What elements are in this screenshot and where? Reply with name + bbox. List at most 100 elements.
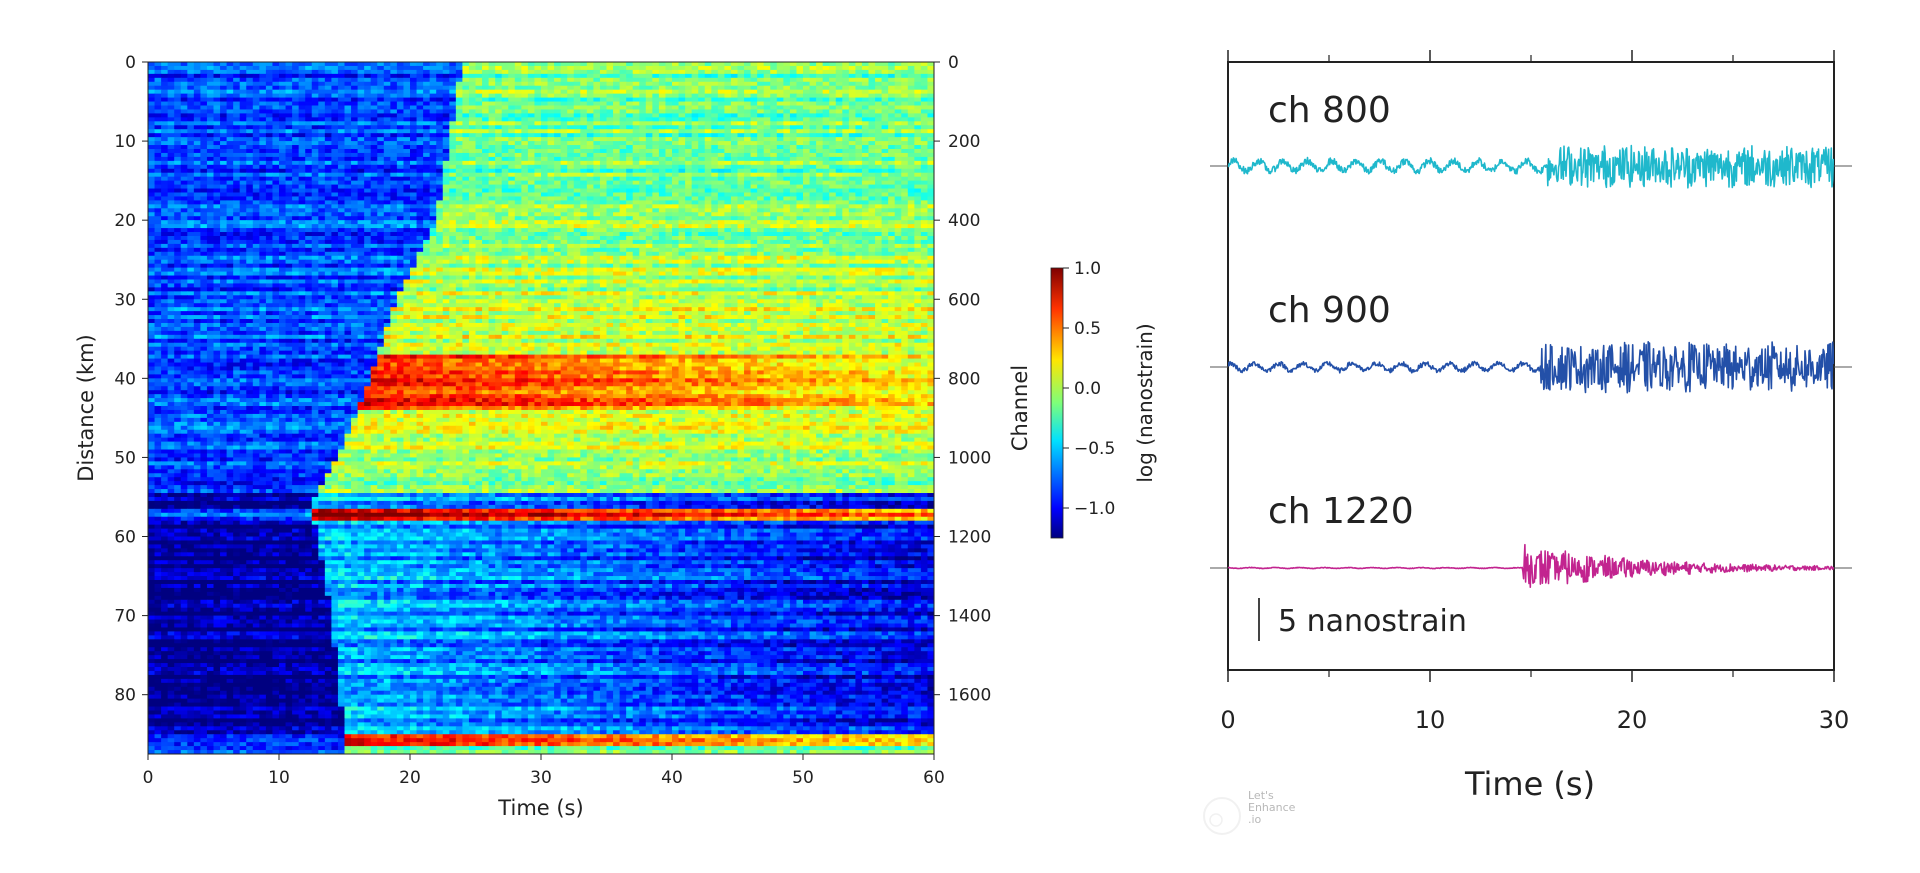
heatmap-cell [338, 141, 345, 146]
heatmap-cell [908, 212, 915, 217]
heatmap-cell [292, 137, 299, 142]
heatmap-cell [449, 137, 456, 142]
heatmap-cell [456, 161, 463, 166]
heatmap-cell [266, 204, 273, 209]
heatmap-cell [305, 66, 312, 71]
heatmap-cell [548, 98, 555, 103]
heatmap-cell [875, 78, 882, 83]
heatmap-cell [253, 149, 260, 154]
heatmap-cell [757, 113, 764, 118]
heatmap-cell [528, 196, 535, 201]
heatmap-cell [266, 70, 273, 75]
heatmap-cell [796, 173, 803, 178]
heatmap-cell [351, 113, 358, 118]
heatmap-cell [449, 78, 456, 83]
heatmap-cell [502, 82, 509, 87]
heatmap-cell [796, 121, 803, 126]
heatmap-cell [397, 196, 404, 201]
heatmap-cell [299, 62, 306, 67]
heatmap-cell [783, 66, 790, 71]
heatmap-cell [626, 157, 633, 162]
heatmap-cell [246, 212, 253, 217]
heatmap-cell [724, 212, 731, 217]
heatmap-cell [508, 181, 515, 186]
heatmap-cell [633, 216, 640, 221]
heatmap-cell [299, 109, 306, 114]
heatmap-cell [528, 189, 535, 194]
heatmap-cell [528, 173, 535, 178]
heatmap-cell [554, 224, 561, 229]
heatmap-cell [587, 66, 594, 71]
heatmap-cell [397, 173, 404, 178]
heatmap-cell [168, 189, 175, 194]
heatmap-cell [698, 70, 705, 75]
heatmap-cell [161, 169, 168, 174]
heatmap-cell [869, 66, 876, 71]
heatmap-cell [567, 192, 574, 197]
heatmap-cell [482, 157, 489, 162]
heatmap-cell [692, 86, 699, 91]
heatmap-cell [194, 173, 201, 178]
heatmap-cell [620, 169, 627, 174]
heatmap-cell [764, 161, 771, 166]
heatmap-cell [869, 169, 876, 174]
heatmap-cell [220, 117, 227, 122]
heatmap-cell [718, 102, 725, 107]
heatmap-cell [685, 137, 692, 142]
heatmap-cell [607, 204, 614, 209]
heatmap-cell [338, 157, 345, 162]
heatmap-cell [233, 109, 240, 114]
heatmap-cell [469, 220, 476, 225]
heatmap-cell [810, 200, 817, 205]
heatmap-cell [810, 102, 817, 107]
heatmap-cell [633, 224, 640, 229]
heatmap-cell [436, 224, 443, 229]
heatmap-cell [521, 161, 528, 166]
heatmap-cell [214, 125, 221, 130]
heatmap-cell [495, 208, 502, 213]
heatmap-cell [620, 185, 627, 190]
heatmap-cell [548, 157, 555, 162]
heatmap-cell [403, 106, 410, 111]
heatmap-cell [685, 208, 692, 213]
heatmap-cell [561, 204, 568, 209]
heatmap-cell [901, 212, 908, 217]
heatmap-cell [318, 113, 325, 118]
heatmap-cell [764, 94, 771, 99]
heatmap-cell [272, 189, 279, 194]
heatmap-cell [279, 196, 286, 201]
heatmap-cell [842, 169, 849, 174]
heatmap-cell [508, 78, 515, 83]
heatmap-cell [744, 106, 751, 111]
heatmap-cell [377, 74, 384, 79]
heatmap-cell [895, 189, 902, 194]
heatmap-cell [816, 86, 823, 91]
heatmap-cell [574, 102, 581, 107]
heatmap-cell [259, 177, 266, 182]
heatmap-cell [417, 78, 424, 83]
heatmap-cell [731, 109, 738, 114]
heatmap-cell [633, 189, 640, 194]
heatmap-cell [325, 204, 332, 209]
heatmap-cell [246, 189, 253, 194]
heatmap-cell [207, 224, 214, 229]
heatmap-cell [194, 82, 201, 87]
heatmap-cell [259, 196, 266, 201]
heatmap-cell [233, 192, 240, 197]
heatmap-cell [168, 204, 175, 209]
heatmap-cell [862, 212, 869, 217]
heatmap-cell [790, 117, 797, 122]
heatmap-cell [541, 102, 548, 107]
heatmap-cell [397, 216, 404, 221]
heatmap-cell [266, 74, 273, 79]
heatmap-cell [214, 78, 221, 83]
heatmap-cell [515, 137, 522, 142]
heatmap-cell [751, 121, 758, 126]
heatmap-cell [403, 98, 410, 103]
heatmap-cell [227, 137, 234, 142]
heatmap-cell [711, 90, 718, 95]
heatmap-cell [855, 196, 862, 201]
heatmap-cell [207, 125, 214, 130]
heatmap-cell [921, 86, 928, 91]
heatmap-cell [593, 165, 600, 170]
